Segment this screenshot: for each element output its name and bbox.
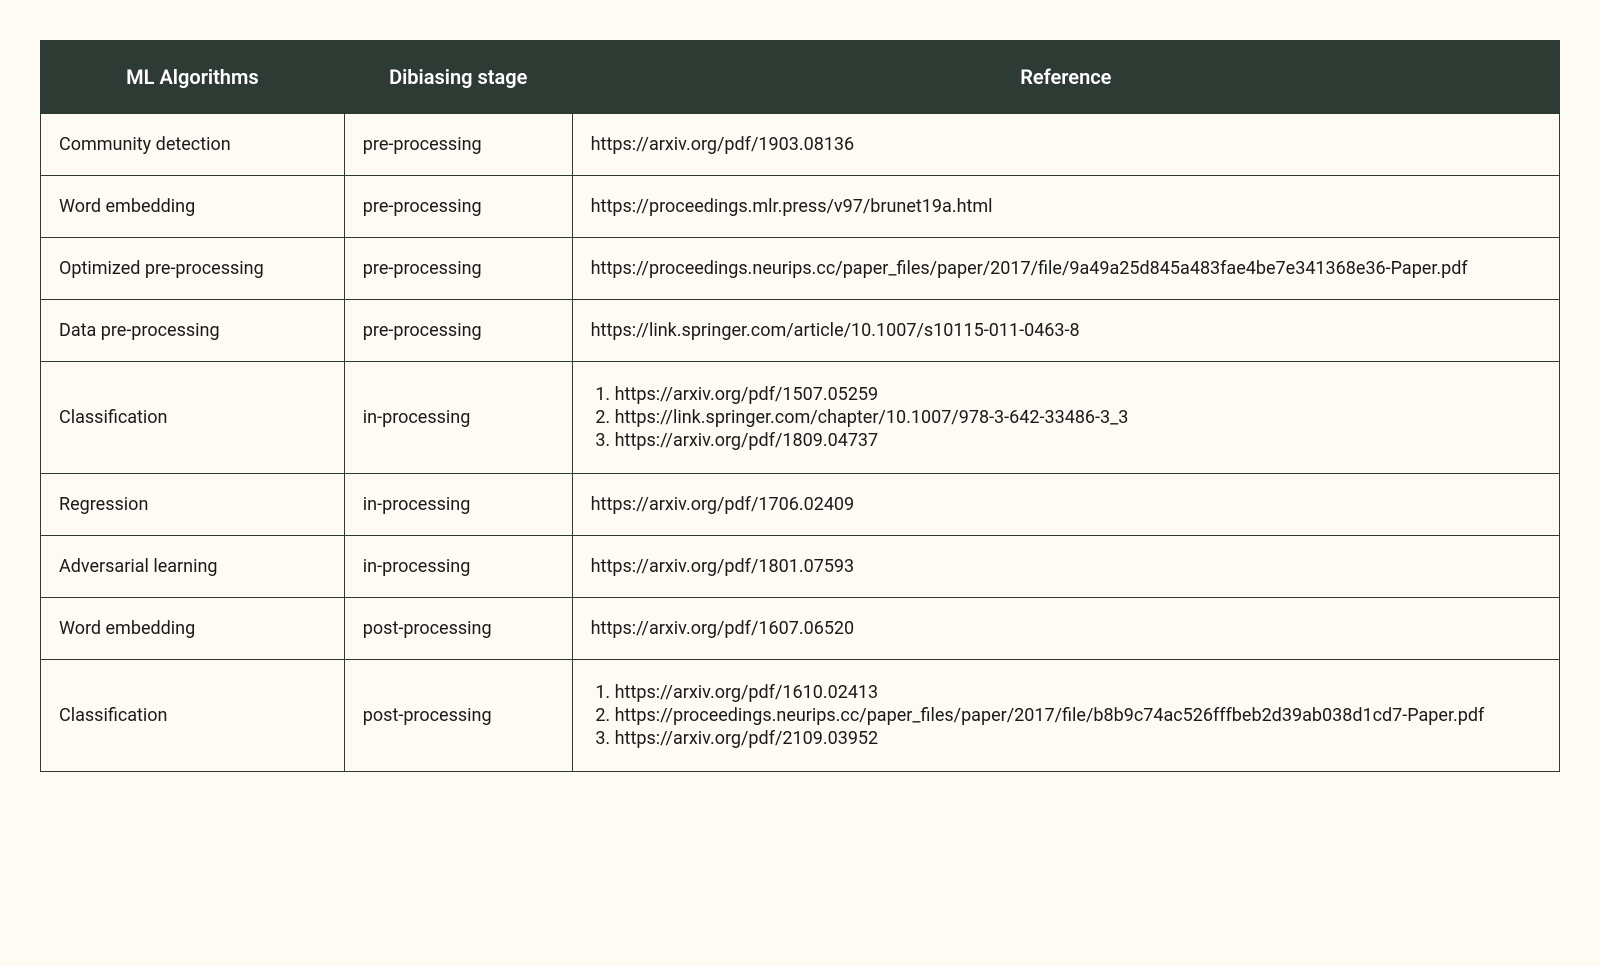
cell-reference: https://link.springer.com/article/10.100…: [572, 300, 1559, 362]
cell-reference: https://proceedings.neurips.cc/paper_fil…: [572, 238, 1559, 300]
reference-item: https://link.springer.com/chapter/10.100…: [615, 407, 1541, 428]
table-row: Adversarial learningin-processinghttps:/…: [41, 536, 1560, 598]
cell-reference: https://arxiv.org/pdf/1706.02409: [572, 474, 1559, 536]
col-header-reference: Reference: [572, 41, 1559, 114]
cell-reference: https://arxiv.org/pdf/1607.06520: [572, 598, 1559, 660]
cell-algo: Optimized pre-processing: [41, 238, 345, 300]
cell-stage: pre-processing: [344, 300, 572, 362]
table-row: Community detectionpre-processinghttps:/…: [41, 114, 1560, 176]
cell-stage: pre-processing: [344, 238, 572, 300]
cell-algo: Community detection: [41, 114, 345, 176]
cell-reference: https://arxiv.org/pdf/1903.08136: [572, 114, 1559, 176]
table-row: Regressionin-processinghttps://arxiv.org…: [41, 474, 1560, 536]
reference-item: https://arxiv.org/pdf/1809.04737: [615, 430, 1541, 451]
cell-algo: Classification: [41, 660, 345, 772]
cell-stage: pre-processing: [344, 114, 572, 176]
cell-algo: Word embedding: [41, 176, 345, 238]
debias-table: ML Algorithms Dibiasing stage Reference …: [40, 40, 1560, 772]
cell-stage: post-processing: [344, 598, 572, 660]
cell-stage: in-processing: [344, 362, 572, 474]
cell-algo: Regression: [41, 474, 345, 536]
cell-algo: Word embedding: [41, 598, 345, 660]
cell-reference: https://proceedings.mlr.press/v97/brunet…: [572, 176, 1559, 238]
table-row: Classificationin-processing https://arxiv…: [41, 362, 1560, 474]
cell-stage: in-processing: [344, 474, 572, 536]
table-row: Optimized pre-processingpre-processinght…: [41, 238, 1560, 300]
reference-item: https://proceedings.neurips.cc/paper_fil…: [615, 705, 1541, 726]
cell-algo: Adversarial learning: [41, 536, 345, 598]
cell-stage: in-processing: [344, 536, 572, 598]
reference-item: https://arxiv.org/pdf/2109.03952: [615, 728, 1541, 749]
table-body: Community detectionpre-processinghttps:/…: [41, 114, 1560, 772]
cell-stage: post-processing: [344, 660, 572, 772]
table-header: ML Algorithms Dibiasing stage Reference: [41, 41, 1560, 114]
cell-algo: Classification: [41, 362, 345, 474]
cell-reference: https://arxiv.org/pdf/1801.07593: [572, 536, 1559, 598]
table-row: Classificationpost-processing https://arx…: [41, 660, 1560, 772]
cell-stage: pre-processing: [344, 176, 572, 238]
table-row: Word embeddingpost-processinghttps://arx…: [41, 598, 1560, 660]
col-header-stage: Dibiasing stage: [344, 41, 572, 114]
cell-algo: Data pre-processing: [41, 300, 345, 362]
cell-reference: https://arxiv.org/pdf/1507.05259https://…: [572, 362, 1559, 474]
table-row: Data pre-processingpre-processinghttps:/…: [41, 300, 1560, 362]
reference-item: https://arxiv.org/pdf/1610.02413: [615, 682, 1541, 703]
cell-reference: https://arxiv.org/pdf/1610.02413https://…: [572, 660, 1559, 772]
reference-list: https://arxiv.org/pdf/1610.02413https://…: [591, 682, 1541, 749]
reference-list: https://arxiv.org/pdf/1507.05259https://…: [591, 384, 1541, 451]
reference-item: https://arxiv.org/pdf/1507.05259: [615, 384, 1541, 405]
col-header-algo: ML Algorithms: [41, 41, 345, 114]
table-row: Word embeddingpre-processinghttps://proc…: [41, 176, 1560, 238]
